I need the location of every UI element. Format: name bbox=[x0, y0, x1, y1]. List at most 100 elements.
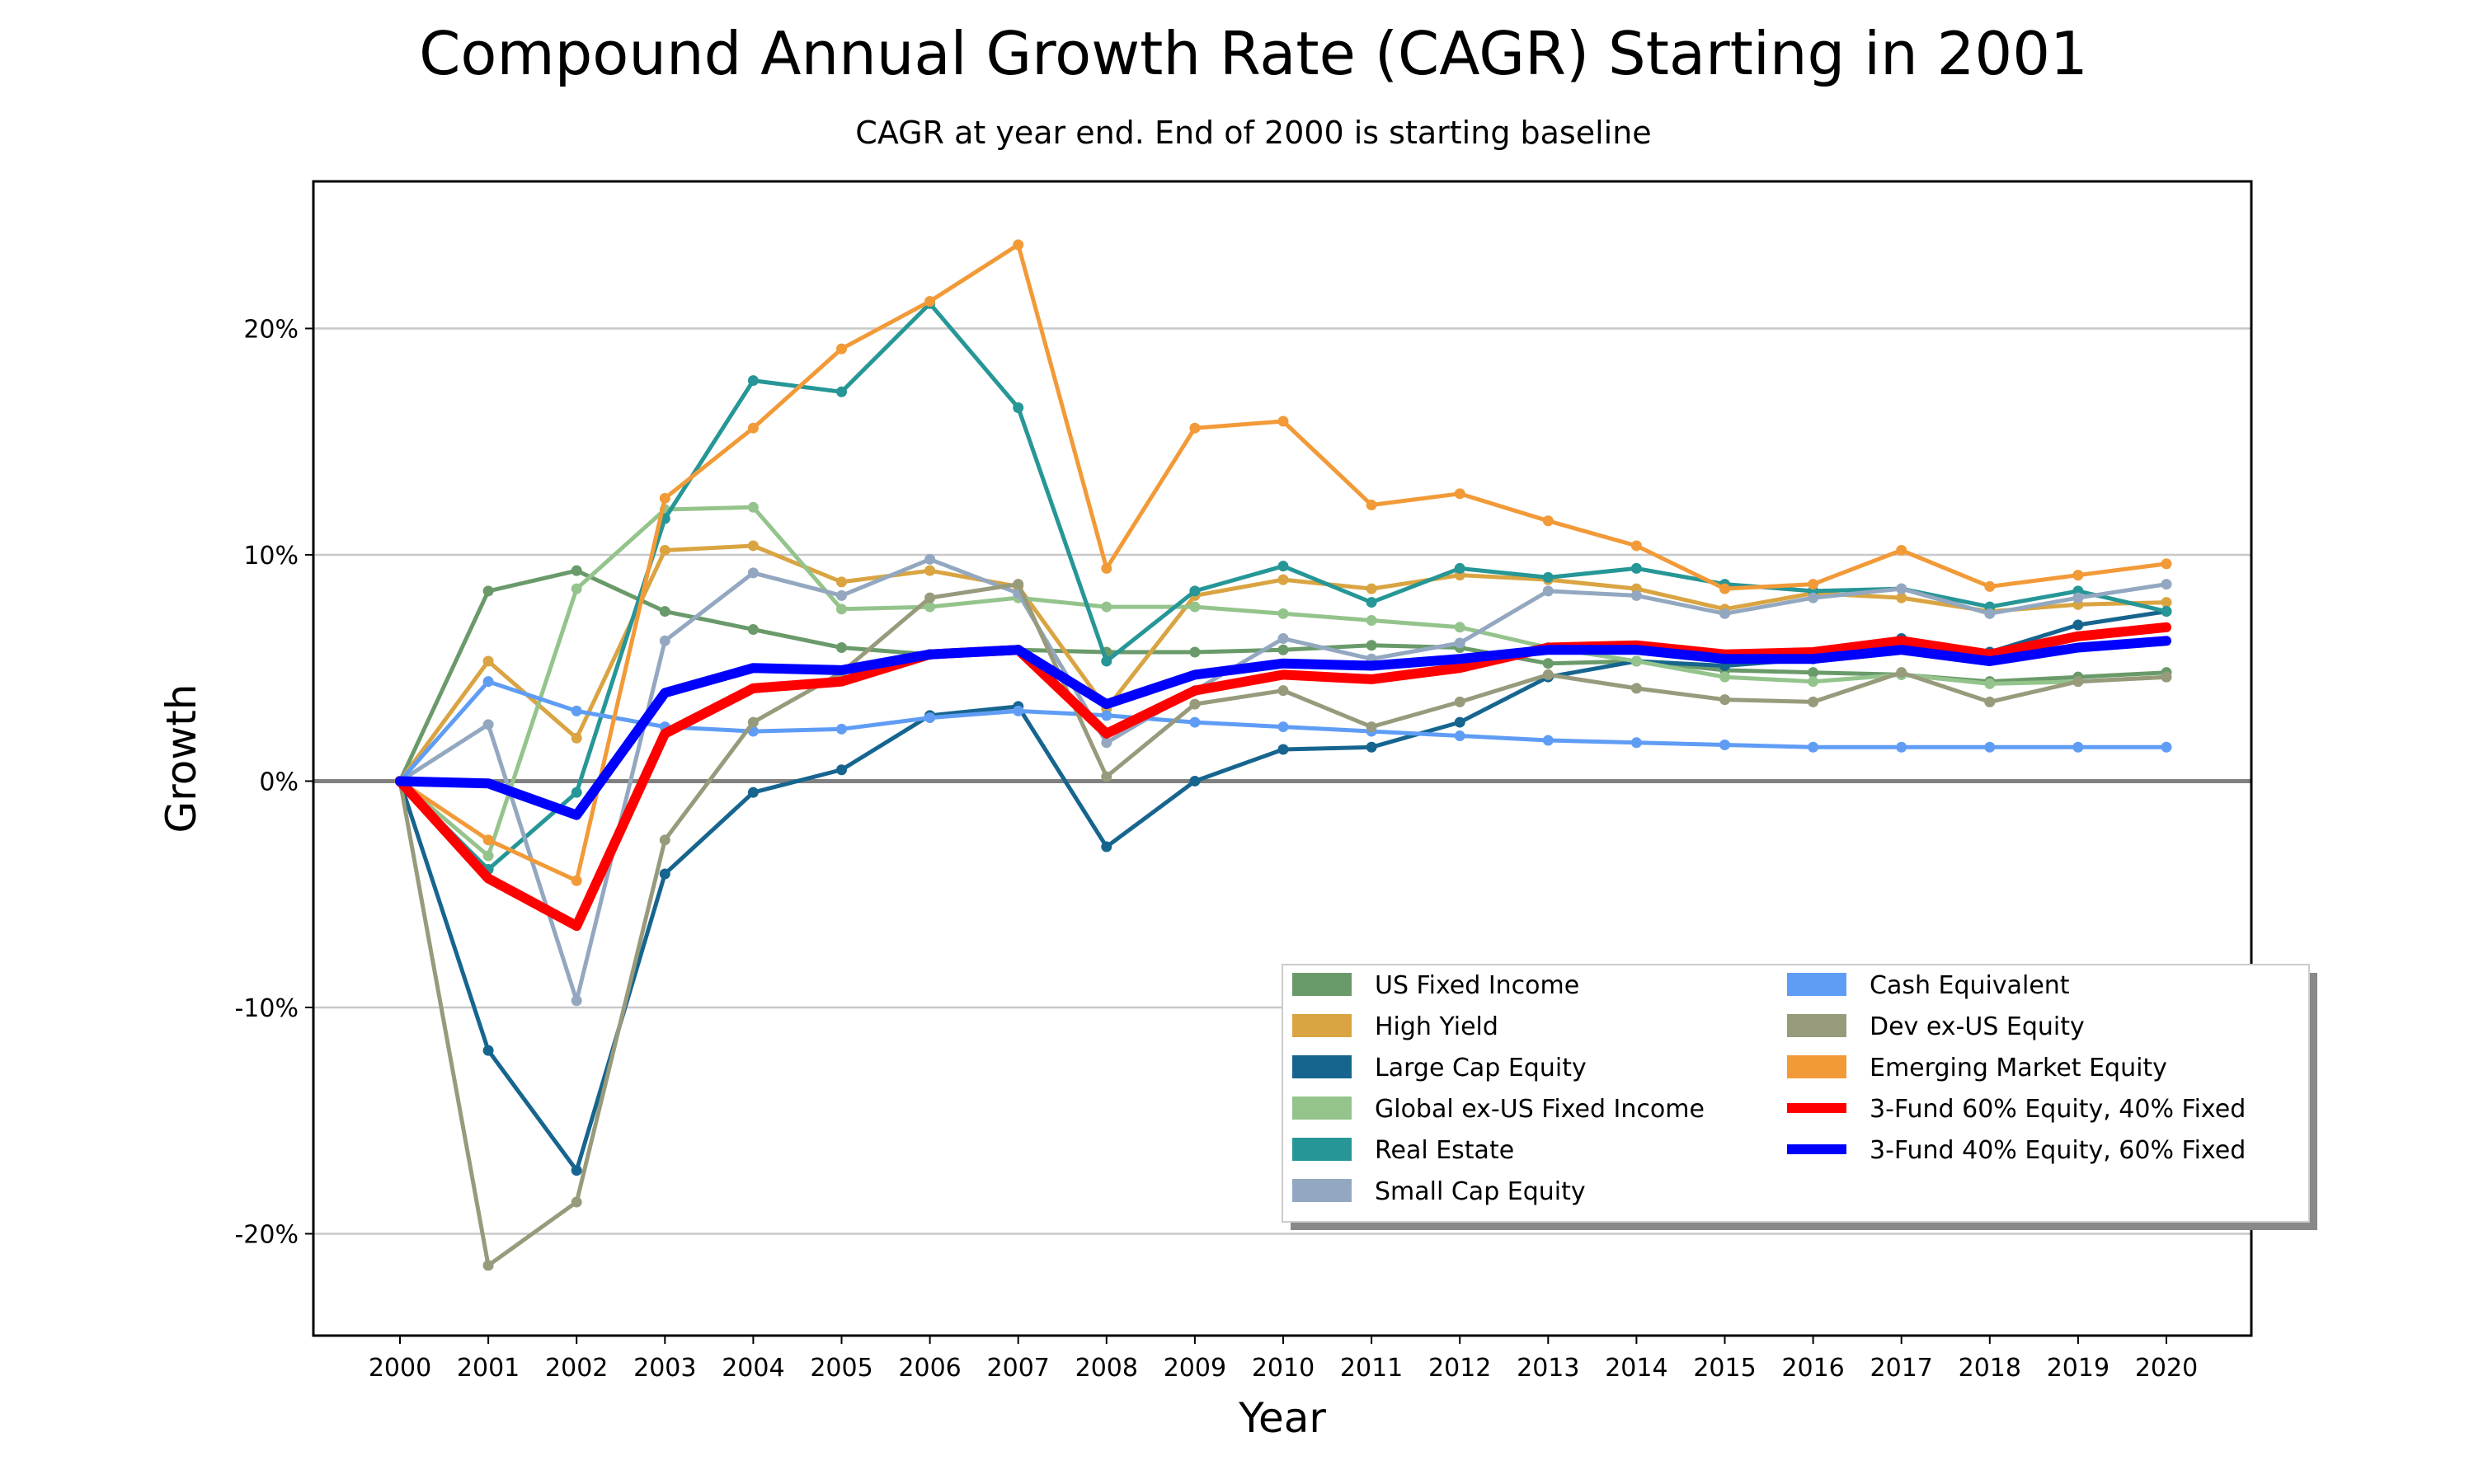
data-point bbox=[1277, 633, 1289, 645]
data-point bbox=[1896, 544, 1907, 556]
data-point bbox=[1808, 592, 1819, 603]
data-point bbox=[659, 834, 670, 846]
data-point bbox=[571, 583, 582, 594]
data-point bbox=[571, 565, 582, 576]
data-point bbox=[747, 540, 759, 552]
data-point bbox=[1630, 655, 1642, 667]
data-point bbox=[747, 501, 759, 513]
data-point bbox=[1896, 741, 1907, 753]
data-point bbox=[1277, 721, 1289, 733]
data-point bbox=[1454, 562, 1465, 574]
data-point bbox=[1719, 583, 1730, 594]
data-point bbox=[1277, 644, 1289, 655]
data-point bbox=[1013, 579, 1024, 590]
data-point bbox=[1277, 416, 1289, 427]
y-tick-label: 10% bbox=[243, 542, 299, 571]
x-tick-label: 2004 bbox=[722, 1354, 784, 1383]
y-tick-label: 0% bbox=[259, 768, 299, 796]
data-point bbox=[924, 592, 936, 603]
data-point bbox=[1454, 622, 1465, 633]
data-point bbox=[1101, 710, 1112, 721]
data-point bbox=[2161, 597, 2172, 608]
data-point bbox=[1189, 601, 1201, 613]
x-tick-label: 2016 bbox=[1781, 1354, 1844, 1383]
data-point bbox=[1719, 694, 1730, 706]
x-tick-label: 2014 bbox=[1605, 1354, 1667, 1383]
data-point bbox=[1719, 671, 1730, 683]
series-3-fund-40-equity-60-fixed bbox=[395, 636, 2171, 820]
data-point bbox=[1366, 615, 1377, 627]
data-point bbox=[836, 764, 847, 776]
data-point bbox=[1189, 422, 1201, 434]
data-point bbox=[1542, 515, 1554, 527]
x-tick-label: 2008 bbox=[1075, 1354, 1138, 1383]
x-tick-label: 2015 bbox=[1693, 1354, 1756, 1383]
data-point bbox=[1454, 696, 1465, 707]
data-point bbox=[924, 601, 936, 613]
data-point bbox=[571, 1196, 582, 1208]
legend-item: Cash Equivalent bbox=[1787, 971, 2070, 1000]
data-point bbox=[1808, 741, 1819, 753]
data-point bbox=[1454, 637, 1465, 649]
data-point bbox=[482, 850, 494, 862]
data-point bbox=[1277, 561, 1289, 572]
legend-label: Emerging Market Equity bbox=[1870, 1054, 2167, 1082]
data-point bbox=[1984, 608, 1996, 619]
data-point bbox=[1454, 716, 1465, 728]
legend-item: 3-Fund 40% Equity, 60% Fixed bbox=[1787, 1136, 2246, 1165]
data-point bbox=[924, 295, 936, 307]
data-point bbox=[836, 576, 847, 588]
data-point bbox=[747, 375, 759, 387]
data-point bbox=[571, 875, 582, 886]
data-point bbox=[659, 492, 670, 504]
legend-item: US Fixed Income bbox=[1292, 971, 1579, 1000]
y-tick-label: 20% bbox=[243, 315, 299, 344]
x-tick-label: 2002 bbox=[545, 1354, 608, 1383]
legend-swatch bbox=[1292, 1097, 1352, 1120]
legend-item: Emerging Market Equity bbox=[1787, 1054, 2167, 1082]
data-point bbox=[482, 655, 494, 667]
x-tick-label: 2003 bbox=[633, 1354, 696, 1383]
data-point bbox=[1013, 239, 1024, 251]
data-point bbox=[1719, 740, 1730, 751]
data-point bbox=[1189, 585, 1201, 597]
series-3-fund-60-equity-40-fixed bbox=[395, 622, 2171, 932]
data-point bbox=[747, 716, 759, 728]
legend-item: Global ex-US Fixed Income bbox=[1292, 1095, 1705, 1124]
x-tick-label: 2020 bbox=[2135, 1354, 2198, 1383]
data-point bbox=[924, 712, 936, 724]
data-point bbox=[1630, 540, 1642, 552]
data-point bbox=[1630, 683, 1642, 694]
data-point bbox=[2072, 592, 2084, 603]
legend-item: Real Estate bbox=[1292, 1136, 1514, 1165]
data-point bbox=[482, 1045, 494, 1056]
data-point bbox=[482, 834, 494, 846]
x-tick-label: 2009 bbox=[1164, 1354, 1226, 1383]
data-point bbox=[1101, 655, 1112, 667]
x-tick-label: 2010 bbox=[1252, 1354, 1315, 1383]
data-point bbox=[836, 589, 847, 601]
chart-title: Compound Annual Growth Rate (CAGR) Start… bbox=[419, 19, 2088, 88]
data-point bbox=[1013, 705, 1024, 716]
data-point bbox=[836, 343, 847, 355]
data-point bbox=[836, 603, 847, 615]
data-point bbox=[2072, 619, 2084, 631]
data-point bbox=[836, 723, 847, 735]
data-point bbox=[1189, 775, 1201, 787]
data-point bbox=[1542, 669, 1554, 680]
legend-label: Cash Equivalent bbox=[1870, 971, 2070, 1000]
data-point bbox=[482, 676, 494, 688]
legend-label: Real Estate bbox=[1375, 1136, 1514, 1165]
x-tick-label: 2018 bbox=[1959, 1354, 2021, 1383]
data-point bbox=[924, 565, 936, 576]
data-point bbox=[1366, 597, 1377, 608]
data-point bbox=[1013, 402, 1024, 414]
legend-item: 3-Fund 60% Equity, 40% Fixed bbox=[1787, 1095, 2246, 1124]
legend-label: Dev ex-US Equity bbox=[1870, 1012, 2085, 1041]
y-tick-label: -10% bbox=[234, 994, 299, 1023]
data-point bbox=[1366, 500, 1377, 511]
data-point bbox=[1984, 678, 1996, 689]
data-point bbox=[1808, 676, 1819, 688]
x-tick-label: 2019 bbox=[2047, 1354, 2109, 1383]
data-point bbox=[571, 787, 582, 798]
